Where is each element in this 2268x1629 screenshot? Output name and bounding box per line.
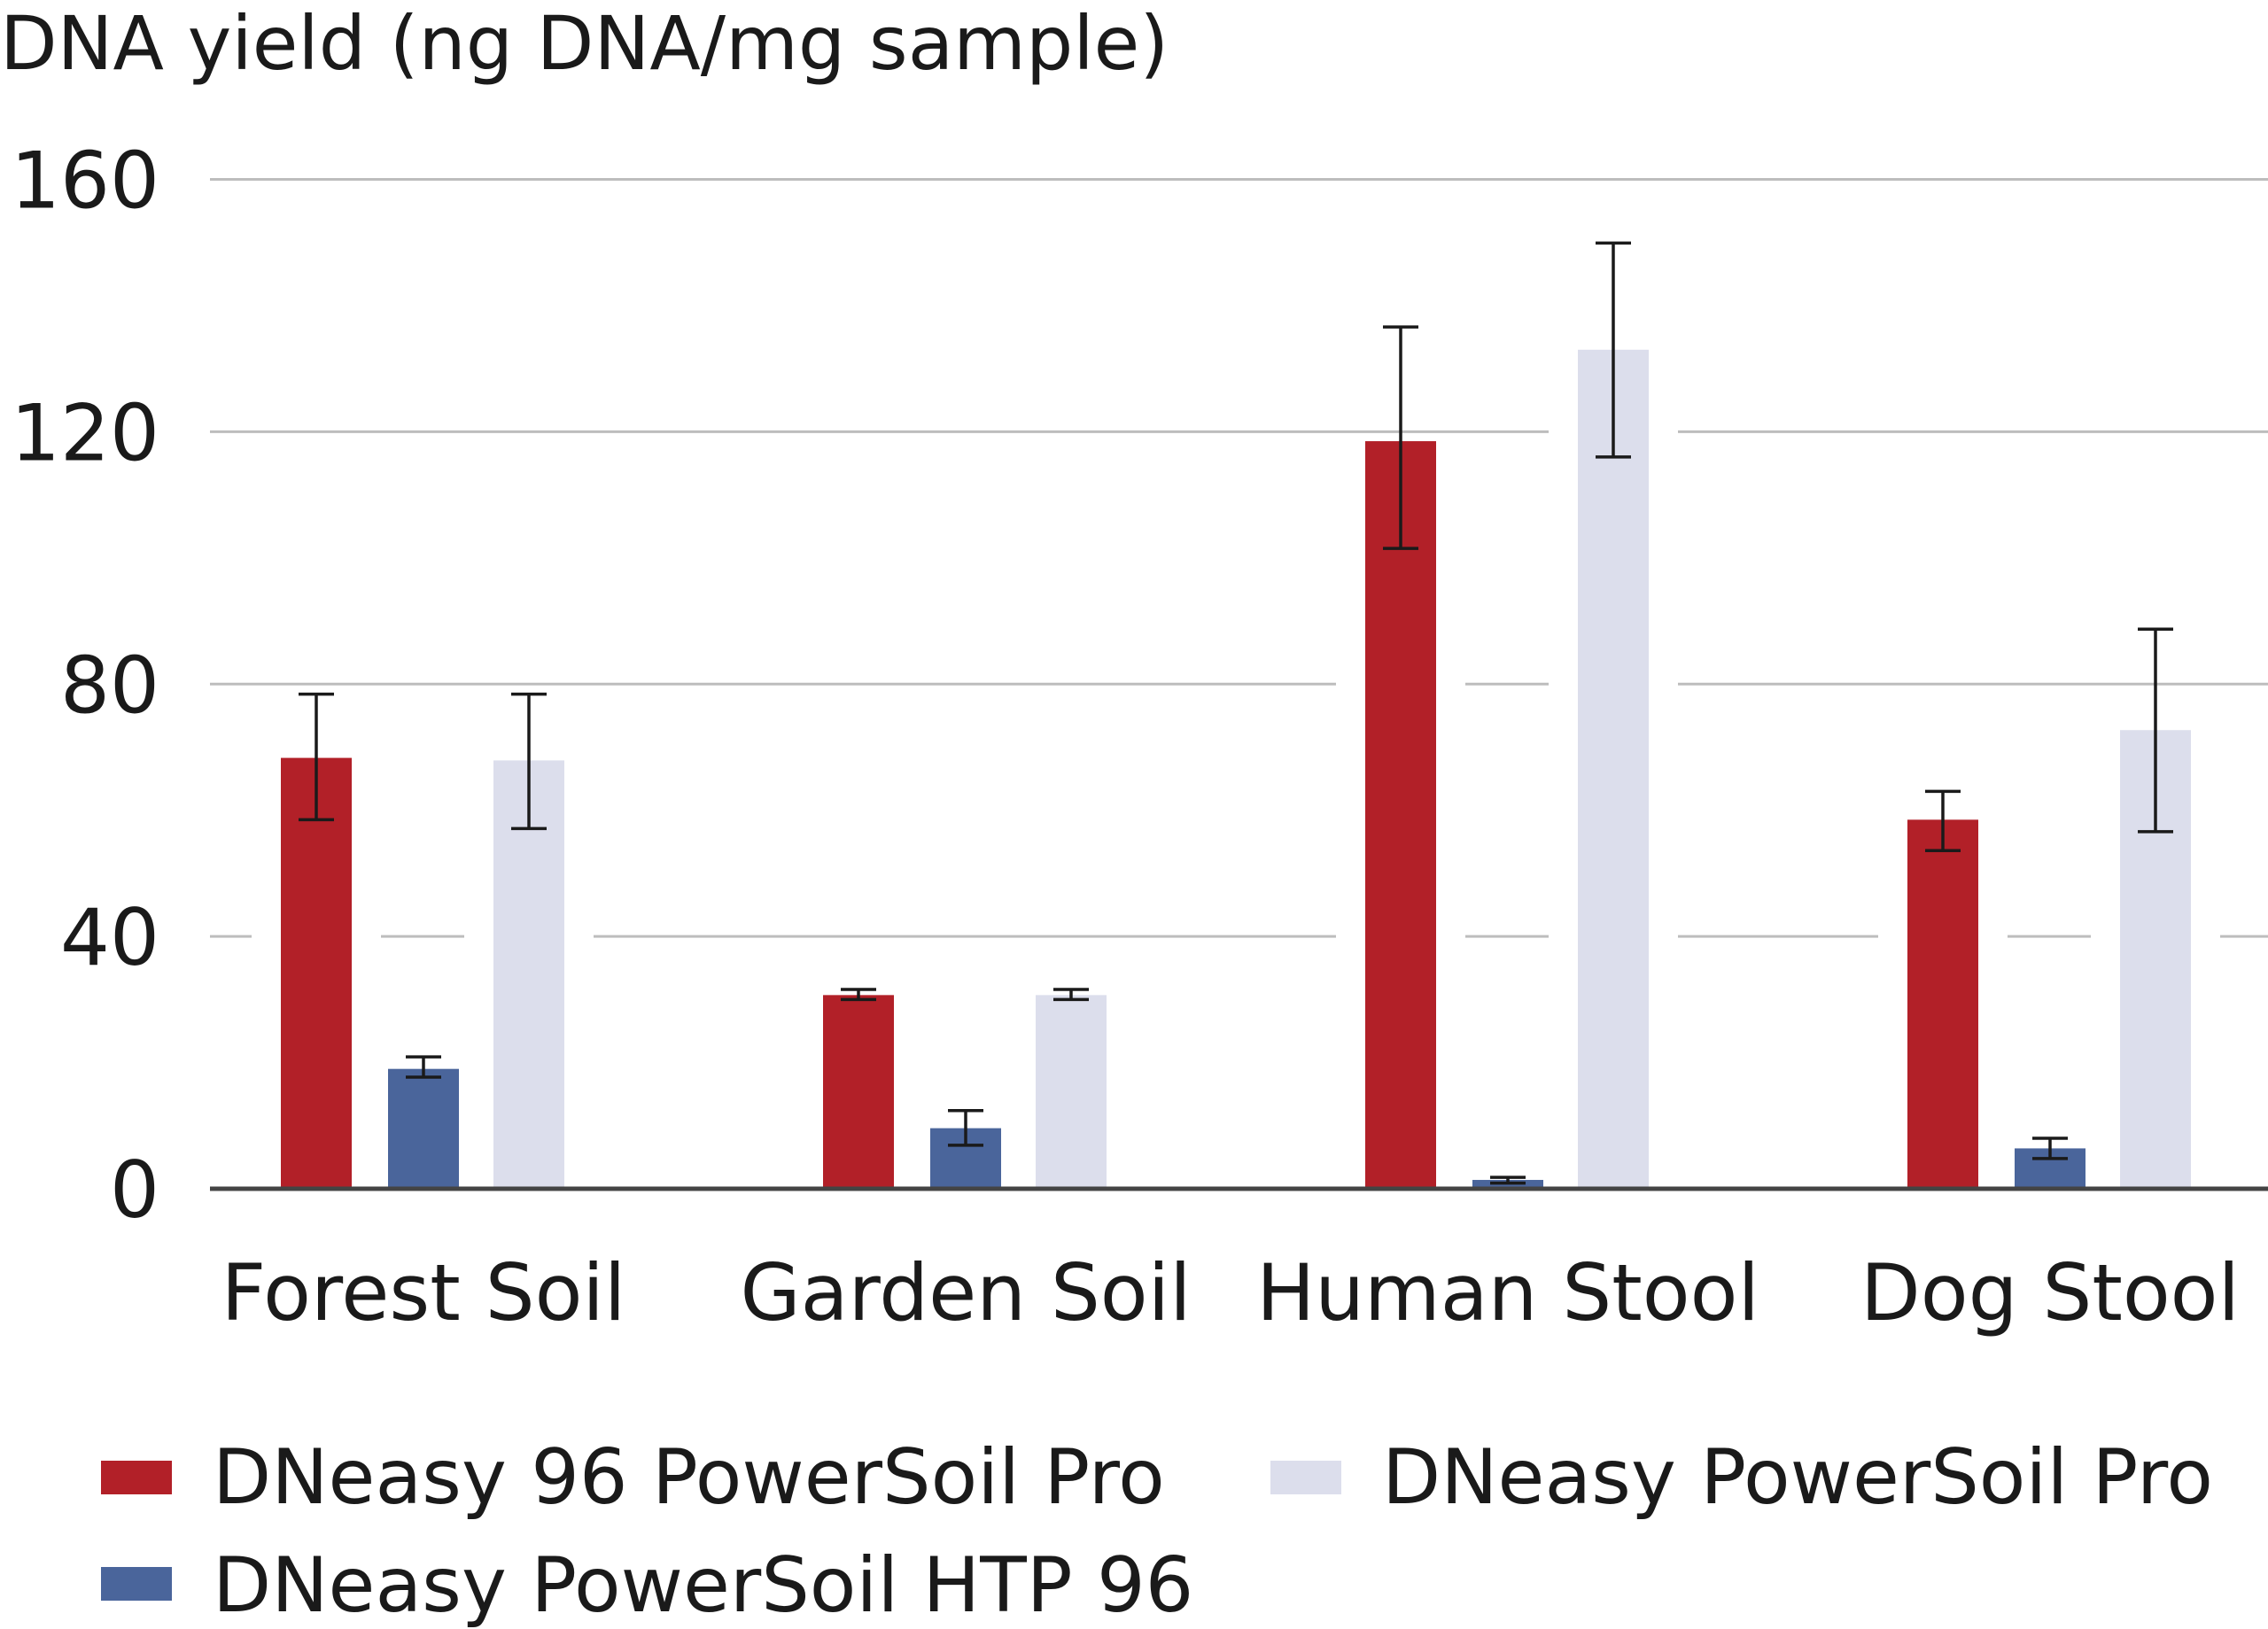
legend-swatch [101,1461,172,1494]
bar [1365,441,1436,1189]
x-tick-label: Human Stool [1256,1247,1759,1338]
x-tick-label: Forest Soil [221,1247,626,1338]
bar [1578,349,1649,1189]
bar [281,757,352,1189]
y-axis-title: DNA yield (ng DNA/mg sample) [0,0,1169,87]
bar [388,1068,459,1189]
bar [1907,819,1978,1189]
x-tick-label: Garden Soil [740,1247,1191,1338]
bar [823,995,894,1189]
y-tick-label: 40 [60,892,159,983]
y-tick-label: 0 [110,1144,159,1236]
x-tick-label: Dog Stool [1860,1247,2240,1338]
bar [1036,995,1107,1189]
bar [493,760,564,1189]
y-tick-label: 80 [60,640,159,731]
legend-swatch [101,1567,172,1601]
legend-label: DNeasy PowerSoil HTP 96 [213,1541,1193,1629]
legend-swatch [1270,1461,1341,1494]
y-tick-label: 160 [11,136,159,227]
y-tick-label: 120 [11,387,159,478]
legend-label: DNeasy PowerSoil Pro [1382,1433,2213,1522]
legend-label: DNeasy 96 PowerSoil Pro [213,1433,1165,1522]
